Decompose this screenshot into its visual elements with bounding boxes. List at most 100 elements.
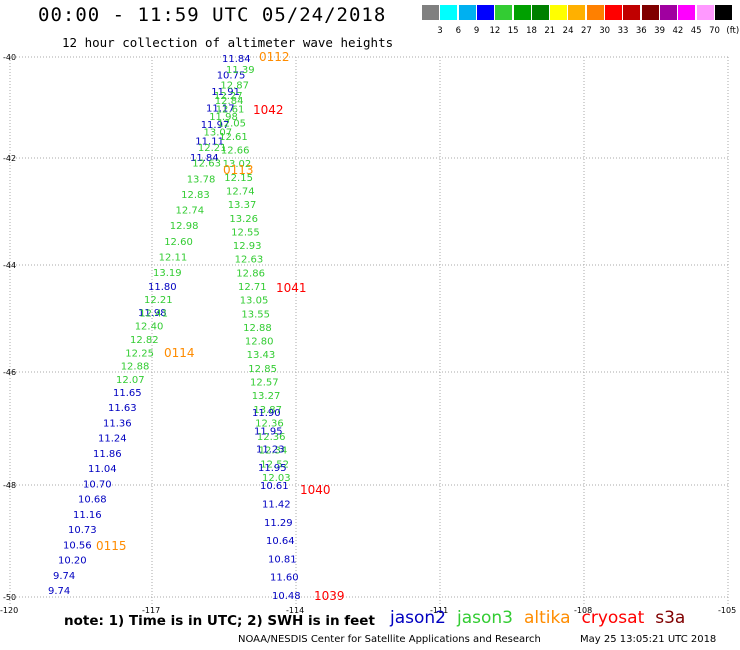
wave-height-value: 12.66 xyxy=(221,146,250,157)
wave-height-value: 12.74 xyxy=(176,206,205,217)
legend-jason3: jason3 xyxy=(457,608,513,628)
wave-height-value: 12.82 xyxy=(130,335,159,346)
color-scale-label: 15 xyxy=(507,26,519,36)
wave-height-value: 12.63 xyxy=(235,255,264,266)
legend-cryosat: cryosat xyxy=(581,608,645,628)
lon-label: -114 xyxy=(286,606,304,615)
wave-height-value: 12.71 xyxy=(238,282,267,293)
lon-label: -108 xyxy=(574,606,592,615)
lat-label: -48 xyxy=(3,481,16,490)
lat-label: -40 xyxy=(3,53,16,62)
wave-height-value: 11.98 xyxy=(138,308,167,319)
wave-height-value: 13.37 xyxy=(228,200,257,211)
wave-height-value: 12.63 xyxy=(192,159,221,170)
wave-height-value: 13.02 xyxy=(223,159,252,170)
legend-altika: altika xyxy=(524,608,571,628)
wave-height-value: 13.43 xyxy=(247,350,276,361)
wave-height-value: 11.29 xyxy=(264,518,293,529)
wave-height-value: 13.19 xyxy=(153,268,182,279)
color-scale-label: 12 xyxy=(489,26,501,36)
track-id-altika: 0114 xyxy=(164,346,195,360)
wave-height-value: 11.80 xyxy=(148,282,177,293)
wave-height-value: 10.73 xyxy=(68,525,97,536)
wave-height-value: 11.90 xyxy=(252,408,281,419)
wave-height-value: 12.34 xyxy=(259,446,288,457)
wave-height-value: 11.39 xyxy=(226,65,255,76)
wave-height-value: 12.88 xyxy=(121,362,150,373)
wave-height-value: 11.65 xyxy=(113,388,142,399)
wave-height-value: 11.17 xyxy=(206,104,235,115)
color-scale-label: 21 xyxy=(544,26,556,36)
wave-height-value: 10.56 xyxy=(63,540,92,551)
wave-height-value: 12.15 xyxy=(224,173,253,184)
wave-height-value: 11.95 xyxy=(254,426,283,437)
track-id-cryosat: 1039 xyxy=(314,589,345,603)
color-swatch xyxy=(531,5,549,20)
wave-height-value: 10.81 xyxy=(268,554,297,565)
wave-height-value: 13.87 xyxy=(253,405,282,416)
wave-height-value: 12.40 xyxy=(135,322,164,333)
wave-height-value: 11.84 xyxy=(222,54,251,65)
wave-height-value: 11.36 xyxy=(103,419,132,430)
color-swatch xyxy=(659,5,677,20)
wave-height-value: 10.70 xyxy=(83,479,112,490)
color-scale-label: 24 xyxy=(562,26,574,36)
color-swatch xyxy=(513,5,531,20)
wave-height-value: 10.68 xyxy=(78,495,107,506)
color-scale-label: 18 xyxy=(526,26,537,36)
wave-height-value: 11.16 xyxy=(73,510,102,521)
wave-height-value: 12.80 xyxy=(245,337,274,348)
color-swatch xyxy=(586,5,604,20)
color-swatch xyxy=(458,5,476,20)
color-scale-label: 30 xyxy=(599,26,611,36)
track-identifiers: 0112 0113 0114 0115 1042 1041 1040 1039 xyxy=(96,50,345,603)
wave-height-value: 12.11 xyxy=(159,252,188,263)
wave-height-value: 11.11 xyxy=(195,137,224,148)
lat-lon-grid xyxy=(9,56,729,605)
color-scale-label: 45 xyxy=(690,26,702,36)
wave-height-value: 12.61 xyxy=(216,105,245,116)
wave-height-value: 11.97 xyxy=(201,120,230,131)
lon-label: -111 xyxy=(430,606,448,615)
wave-height-value: 12.55 xyxy=(231,227,260,238)
lat-label: -50 xyxy=(3,593,16,602)
lon-label: -120 xyxy=(0,606,18,615)
wave-height-value: 11.86 xyxy=(93,449,122,460)
lon-label: -105 xyxy=(718,606,736,615)
color-scale-label: 39 xyxy=(654,26,665,36)
page-title: 00:00 - 11:59 UTC 05/24/2018 xyxy=(38,4,387,26)
color-swatch xyxy=(550,5,568,20)
wave-height-value: 12.05 xyxy=(217,118,246,129)
wave-height-value: 12.36 xyxy=(255,418,284,429)
wave-height-value: 9.74 xyxy=(48,586,70,597)
wave-height-value: 12.83 xyxy=(181,190,210,201)
wave-height-value: 12.25 xyxy=(125,348,154,359)
wave-height-value: 11.63 xyxy=(108,403,137,414)
legend-s3a: s3a xyxy=(655,608,686,628)
wave-height-value: 12.88 xyxy=(243,323,272,334)
generated-timestamp: May 25 13:05:21 UTC 2018 xyxy=(580,634,717,645)
color-swatch xyxy=(641,5,659,20)
color-scale-label: 9 xyxy=(473,26,480,36)
lat-label: -42 xyxy=(3,154,16,163)
wave-height-value: 12.03 xyxy=(262,473,291,484)
color-scale-label: 70 xyxy=(709,26,720,36)
track-id-altika: 0115 xyxy=(96,539,127,553)
wave-height-value: 13.55 xyxy=(241,309,270,320)
wave-height-value: 11.23 xyxy=(256,445,285,456)
lon-label: -117 xyxy=(142,606,160,615)
color-scale-label: 6 xyxy=(455,26,461,36)
wave-height-value: 12.36 xyxy=(257,432,286,443)
wave-height-value: 13.05 xyxy=(240,296,269,307)
color-scale-label: 27 xyxy=(580,26,592,36)
color-swatch xyxy=(568,5,586,20)
wave-height-value: 12.27 xyxy=(214,91,243,102)
wave-height-value: 10.64 xyxy=(266,536,295,547)
color-swatch xyxy=(696,5,714,20)
lat-label: -46 xyxy=(3,368,16,377)
lat-label: -44 xyxy=(3,261,16,270)
track-id-altika: 0113 xyxy=(223,163,254,177)
wave-height-value: 10.20 xyxy=(58,556,87,567)
wave-height-value: 10.61 xyxy=(260,481,289,492)
color-scale-label: 3 xyxy=(437,26,443,36)
